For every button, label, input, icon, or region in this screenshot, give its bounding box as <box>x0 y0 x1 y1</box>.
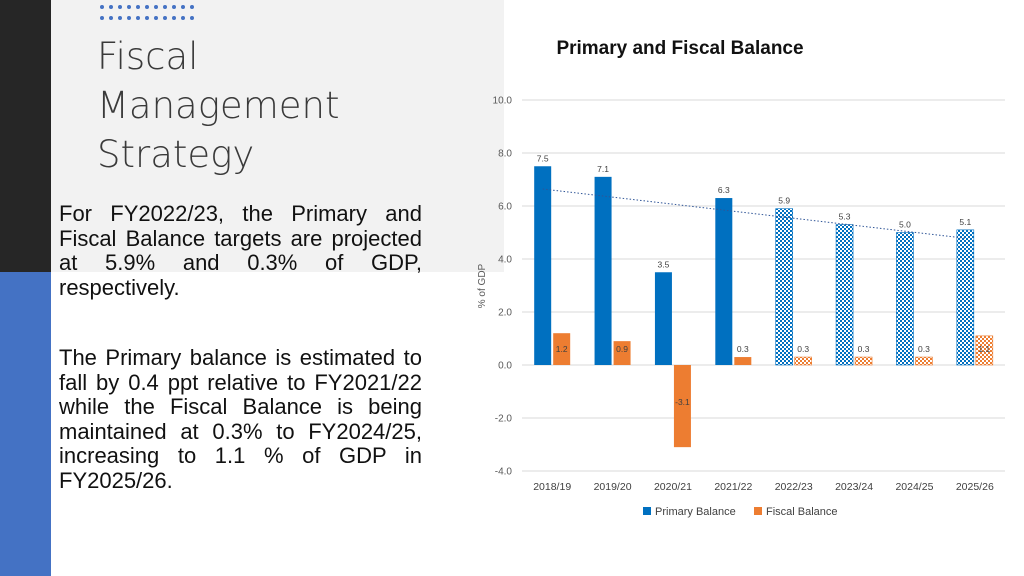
data-label-fiscal-balance: 1.1 <box>978 344 990 354</box>
decorative-dot <box>190 5 194 9</box>
decorative-dot <box>154 16 158 20</box>
x-tick-label: 2025/26 <box>956 481 994 493</box>
bar-chart: 10.0 8.0 6.0 4.0 2.0 0.0 -2.0 -4.0 2018/19 2019/2… <box>477 96 1005 518</box>
bar-fiscal-balance <box>673 365 691 448</box>
data-label-fiscal-balance: 0.3 <box>918 344 930 354</box>
data-label-fiscal-balance: 1.2 <box>556 344 568 354</box>
slide-title: Fiscal Management Strategy <box>97 32 339 179</box>
slide-title-line: Management <box>97 84 340 127</box>
decorative-dot <box>145 5 149 9</box>
decorative-dot <box>118 5 122 9</box>
sidebar-dark-block <box>0 0 51 272</box>
data-label-fiscal-balance: -3.1 <box>675 397 690 407</box>
decorative-dot <box>181 5 185 9</box>
bar-fiscal-balance <box>975 335 994 366</box>
bar-fiscal-balance <box>854 356 873 366</box>
data-label-primary-balance: 7.5 <box>537 153 549 163</box>
legend-label-fiscal-balance: Fiscal Balance <box>766 506 838 518</box>
bar-primary-balance <box>654 272 672 365</box>
y-tick-label: 6.0 <box>498 202 512 213</box>
data-label-primary-balance: 7.1 <box>597 164 609 174</box>
x-tick-label: 2020/21 <box>654 481 692 493</box>
decorative-dot <box>118 16 122 20</box>
bar-fiscal-balance <box>613 341 631 365</box>
bar-primary-balance <box>896 232 914 366</box>
y-tick-label: 4.0 <box>498 255 512 266</box>
bar-fiscal-balance <box>794 356 812 366</box>
data-label-primary-balance: 6.3 <box>718 185 730 195</box>
sidebar-accent-block <box>0 272 51 576</box>
decorative-dot <box>109 5 113 9</box>
x-tick-label: 2022/23 <box>775 481 813 493</box>
decorative-dot <box>172 5 176 9</box>
y-tick-label: 2.0 <box>498 308 512 319</box>
decorative-dot <box>181 16 185 20</box>
decorative-dots <box>100 5 210 27</box>
x-tick-label: 2018/19 <box>533 481 571 493</box>
legend-label-primary-balance: Primary Balance <box>655 506 736 518</box>
bar-primary-balance <box>594 176 612 365</box>
bar-primary-balance <box>775 208 793 366</box>
paragraph-outlook: The Primary balance is estimated to fall… <box>59 345 422 493</box>
chart-title: Primary and Fiscal Balance <box>556 38 804 59</box>
x-tick-label: 2024/25 <box>895 481 933 493</box>
y-axis-label: % of GDP <box>477 263 488 308</box>
bar-primary-balance <box>835 224 854 366</box>
x-tick-label: 2021/22 <box>714 481 752 493</box>
data-label-fiscal-balance: 0.3 <box>858 344 870 354</box>
y-tick-label: 10.0 <box>493 96 513 107</box>
bar-primary-balance <box>715 198 733 365</box>
decorative-dot <box>145 16 149 20</box>
decorative-dot <box>100 16 104 20</box>
decorative-dot <box>127 16 131 20</box>
decorative-dot <box>190 16 194 20</box>
bar-primary-balance <box>534 166 552 365</box>
legend-swatch-fiscal-balance <box>754 507 762 515</box>
title-panel <box>51 0 504 272</box>
slide-title-line: Strategy <box>97 133 255 176</box>
decorative-dot <box>172 16 176 20</box>
decorative-dot <box>136 5 140 9</box>
data-label-primary-balance: 5.3 <box>839 212 851 222</box>
y-tick-label: 0.0 <box>498 361 512 372</box>
decorative-dot <box>163 5 167 9</box>
data-label-primary-balance: 5.1 <box>959 217 971 227</box>
x-tick-label: 2019/20 <box>594 481 632 493</box>
chart-legend: Primary Balance Fiscal Balance <box>643 506 838 518</box>
data-label-fiscal-balance: 0.3 <box>737 344 749 354</box>
data-label-primary-balance: 3.5 <box>658 259 670 269</box>
paragraph-targets: For FY2022/23, the Primary and Fiscal Ba… <box>59 201 422 300</box>
y-tick-label: -4.0 <box>495 467 513 478</box>
decorative-dot <box>136 16 140 20</box>
decorative-dot <box>163 16 167 20</box>
data-label-primary-balance: 5.0 <box>899 220 911 230</box>
bar-fiscal-balance <box>553 333 571 365</box>
bar-primary-balance <box>956 229 975 366</box>
x-tick-label: 2023/24 <box>835 481 873 493</box>
decorative-dot <box>154 5 158 9</box>
decorative-dot <box>109 16 113 20</box>
decorative-dot <box>100 5 104 9</box>
data-label-primary-balance: 5.9 <box>778 196 790 206</box>
data-label-fiscal-balance: 0.9 <box>616 344 628 354</box>
bar-fiscal-balance <box>915 356 933 366</box>
y-tick-label: -2.0 <box>495 414 513 425</box>
decorative-dot <box>127 5 131 9</box>
bar-fiscal-balance <box>734 357 752 365</box>
y-tick-label: 8.0 <box>498 149 512 160</box>
legend-swatch-primary-balance <box>643 507 651 515</box>
slide-title-line: Fiscal <box>97 35 199 78</box>
trendline-primary-balance <box>542 188 966 239</box>
data-label-fiscal-balance: 0.3 <box>797 344 809 354</box>
